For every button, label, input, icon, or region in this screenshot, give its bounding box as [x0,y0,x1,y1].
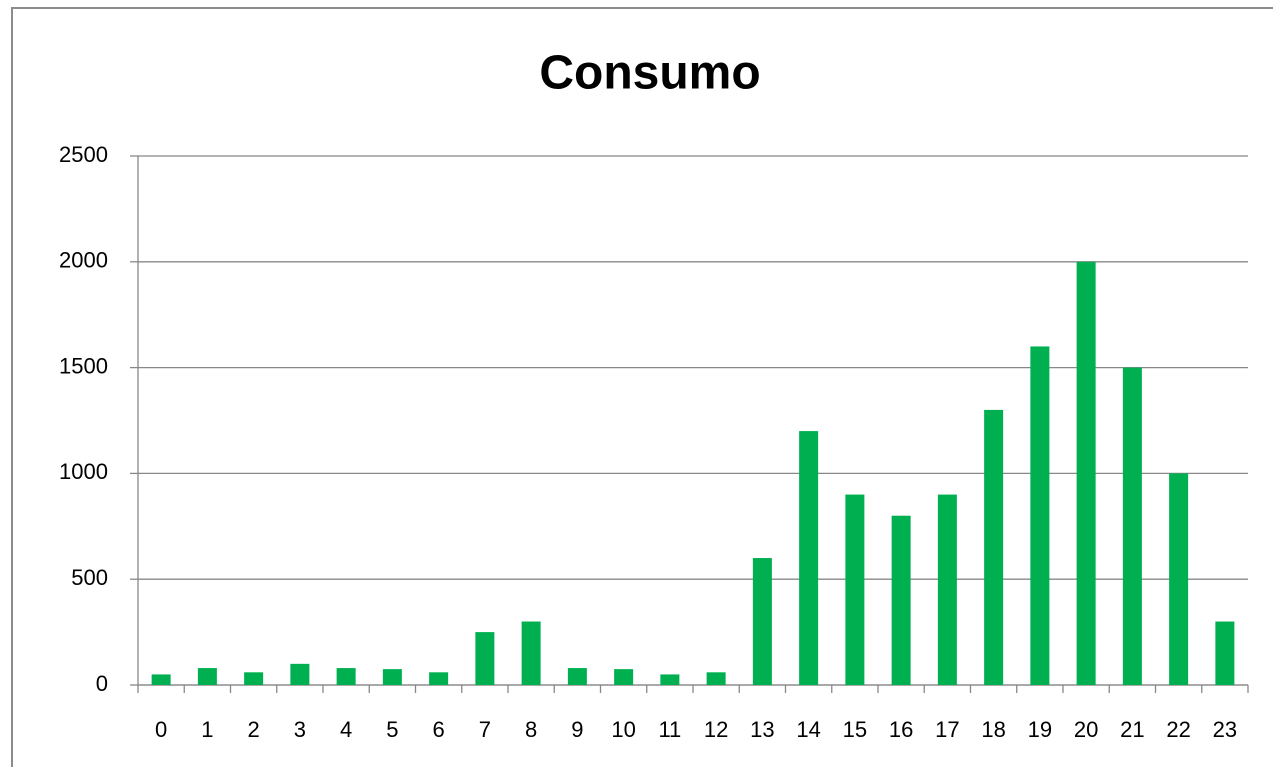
x-tick-label: 7 [479,717,491,742]
y-tick-label: 2000 [59,248,108,273]
x-tick-label: 0 [155,717,167,742]
x-tick-label: 20 [1074,717,1098,742]
bar [614,669,634,685]
bar [197,668,217,685]
y-tick-label: 500 [71,565,108,590]
chart-frame [11,7,1273,767]
x-tick-label: 10 [611,717,635,742]
chart-title: Consumo [539,47,760,100]
bar [984,409,1004,685]
bar [891,515,911,685]
bar [429,672,449,685]
x-tick-label: 21 [1120,717,1144,742]
x-tick-label: 1 [201,717,213,742]
x-tick-label: 23 [1213,717,1237,742]
bar [1215,621,1235,685]
bar [1076,261,1096,685]
x-tick-label: 13 [750,717,774,742]
x-tick-label: 2 [248,717,260,742]
y-tick-label: 2500 [59,142,108,167]
bar [336,668,356,685]
bar [706,672,726,685]
bar [151,674,171,685]
x-tick-label: 15 [843,717,867,742]
bar [475,632,495,685]
x-tick-label: 8 [525,717,537,742]
x-tick-label: 18 [981,717,1005,742]
bar [521,621,541,685]
bar [1169,473,1189,685]
bar [799,431,819,685]
y-tick-label: 1000 [59,459,108,484]
x-tick-label: 4 [340,717,352,742]
bar [1030,346,1050,685]
bar [845,494,865,685]
x-tick-label: 17 [935,717,959,742]
bar [660,674,680,685]
x-tick-label: 9 [571,717,583,742]
x-tick-label: 3 [294,717,306,742]
x-tick-label: 22 [1166,717,1190,742]
bar [937,494,957,685]
bar [244,672,264,685]
x-tick-label: 14 [796,717,820,742]
x-tick-label: 11 [658,717,681,742]
bar [1122,367,1142,685]
bar [567,668,587,685]
y-tick-label: 1500 [59,353,108,378]
y-tick-label: 0 [96,671,108,696]
x-tick-label: 5 [386,717,398,742]
bar [752,558,772,685]
bar [382,669,402,685]
x-tick-label: 19 [1028,717,1052,742]
bar [290,663,310,685]
x-tick-label: 6 [433,717,445,742]
x-tick-label: 12 [704,717,728,742]
x-tick-label: 16 [889,717,913,742]
